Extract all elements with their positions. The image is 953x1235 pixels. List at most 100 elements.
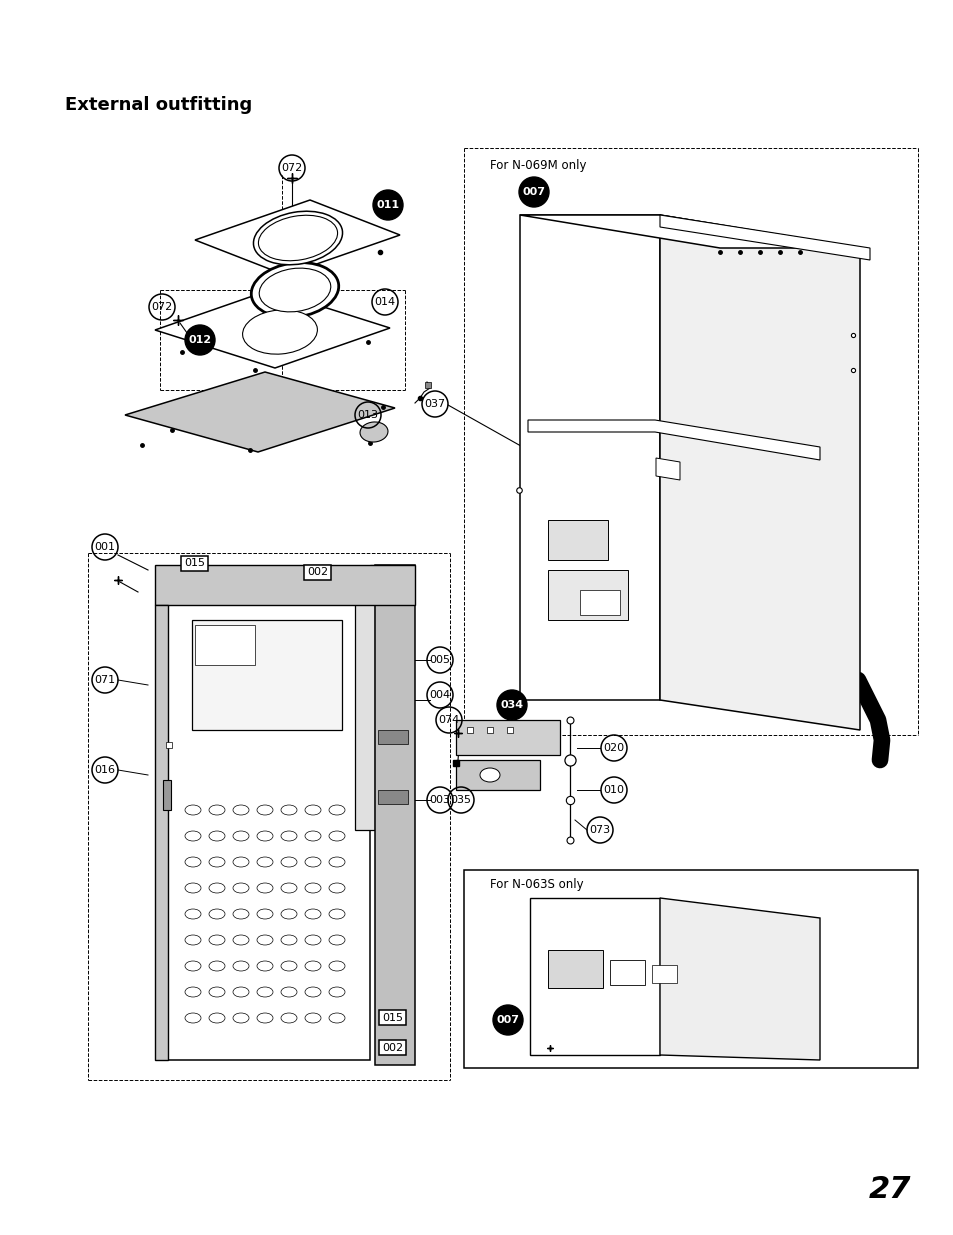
Polygon shape bbox=[154, 564, 415, 605]
Text: 072: 072 bbox=[281, 163, 302, 173]
Text: 002: 002 bbox=[307, 567, 328, 577]
Ellipse shape bbox=[242, 310, 317, 354]
Ellipse shape bbox=[305, 857, 320, 867]
Ellipse shape bbox=[209, 857, 225, 867]
Ellipse shape bbox=[185, 935, 201, 945]
Ellipse shape bbox=[329, 961, 345, 971]
Ellipse shape bbox=[209, 909, 225, 919]
Bar bbox=[547, 571, 627, 620]
Text: 013: 013 bbox=[357, 410, 378, 420]
Ellipse shape bbox=[329, 987, 345, 997]
Text: 005: 005 bbox=[429, 655, 450, 664]
Ellipse shape bbox=[281, 961, 296, 971]
Polygon shape bbox=[530, 898, 659, 1055]
Polygon shape bbox=[519, 215, 659, 700]
Polygon shape bbox=[519, 215, 859, 248]
Ellipse shape bbox=[281, 909, 296, 919]
Polygon shape bbox=[154, 605, 168, 1060]
Ellipse shape bbox=[233, 909, 249, 919]
Bar bbox=[377, 790, 408, 804]
Ellipse shape bbox=[305, 805, 320, 815]
Ellipse shape bbox=[359, 422, 388, 442]
Text: 034: 034 bbox=[500, 700, 523, 710]
Polygon shape bbox=[656, 458, 679, 480]
Ellipse shape bbox=[233, 831, 249, 841]
Polygon shape bbox=[659, 215, 869, 261]
Ellipse shape bbox=[233, 883, 249, 893]
Ellipse shape bbox=[281, 1013, 296, 1023]
Text: 002: 002 bbox=[382, 1044, 403, 1053]
Bar bbox=[192, 620, 341, 730]
Ellipse shape bbox=[259, 268, 331, 312]
Polygon shape bbox=[194, 200, 399, 275]
Ellipse shape bbox=[329, 831, 345, 841]
Text: 003: 003 bbox=[429, 795, 450, 805]
Text: 014: 014 bbox=[374, 296, 395, 308]
Bar bbox=[181, 556, 209, 571]
Ellipse shape bbox=[305, 1013, 320, 1023]
Ellipse shape bbox=[256, 909, 273, 919]
Bar bbox=[379, 1010, 406, 1025]
Ellipse shape bbox=[209, 883, 225, 893]
Ellipse shape bbox=[209, 961, 225, 971]
Text: 011: 011 bbox=[376, 200, 399, 210]
Ellipse shape bbox=[305, 883, 320, 893]
Text: For N-063S only: For N-063S only bbox=[490, 878, 583, 892]
Polygon shape bbox=[659, 898, 820, 1060]
Ellipse shape bbox=[329, 857, 345, 867]
Circle shape bbox=[493, 1005, 522, 1035]
Polygon shape bbox=[168, 605, 370, 1060]
Ellipse shape bbox=[233, 935, 249, 945]
Bar bbox=[377, 730, 408, 743]
Polygon shape bbox=[154, 290, 390, 368]
Polygon shape bbox=[456, 720, 559, 755]
Text: 016: 016 bbox=[94, 764, 115, 776]
Bar bbox=[379, 1041, 406, 1056]
Ellipse shape bbox=[281, 857, 296, 867]
Ellipse shape bbox=[329, 805, 345, 815]
Ellipse shape bbox=[185, 831, 201, 841]
Ellipse shape bbox=[253, 211, 342, 264]
Ellipse shape bbox=[305, 961, 320, 971]
Text: 001: 001 bbox=[94, 542, 115, 552]
Circle shape bbox=[497, 690, 526, 720]
Ellipse shape bbox=[256, 857, 273, 867]
Polygon shape bbox=[355, 571, 375, 830]
Text: 073: 073 bbox=[589, 825, 610, 835]
Ellipse shape bbox=[256, 805, 273, 815]
Ellipse shape bbox=[305, 831, 320, 841]
Ellipse shape bbox=[256, 987, 273, 997]
Text: 27: 27 bbox=[868, 1176, 910, 1204]
Text: For N-069M only: For N-069M only bbox=[490, 158, 586, 172]
Bar bbox=[547, 950, 602, 988]
Ellipse shape bbox=[209, 987, 225, 997]
Ellipse shape bbox=[329, 1013, 345, 1023]
Ellipse shape bbox=[281, 883, 296, 893]
Text: 004: 004 bbox=[429, 690, 450, 700]
Polygon shape bbox=[125, 372, 395, 452]
Circle shape bbox=[518, 177, 548, 207]
Text: 037: 037 bbox=[424, 399, 445, 409]
Ellipse shape bbox=[233, 961, 249, 971]
Ellipse shape bbox=[281, 987, 296, 997]
Ellipse shape bbox=[281, 831, 296, 841]
Ellipse shape bbox=[281, 805, 296, 815]
Text: 010: 010 bbox=[603, 785, 624, 795]
Text: 071: 071 bbox=[94, 676, 115, 685]
Text: 020: 020 bbox=[603, 743, 624, 753]
Ellipse shape bbox=[256, 883, 273, 893]
Polygon shape bbox=[375, 564, 415, 1065]
Ellipse shape bbox=[251, 263, 338, 317]
Text: 015: 015 bbox=[382, 1013, 403, 1023]
Ellipse shape bbox=[305, 987, 320, 997]
Ellipse shape bbox=[256, 831, 273, 841]
Ellipse shape bbox=[233, 857, 249, 867]
Text: 015: 015 bbox=[184, 558, 205, 568]
Ellipse shape bbox=[233, 1013, 249, 1023]
Text: External outfitting: External outfitting bbox=[65, 96, 252, 114]
Ellipse shape bbox=[479, 768, 499, 782]
Bar bbox=[609, 960, 644, 986]
Ellipse shape bbox=[329, 909, 345, 919]
Polygon shape bbox=[370, 564, 390, 820]
Ellipse shape bbox=[256, 961, 273, 971]
